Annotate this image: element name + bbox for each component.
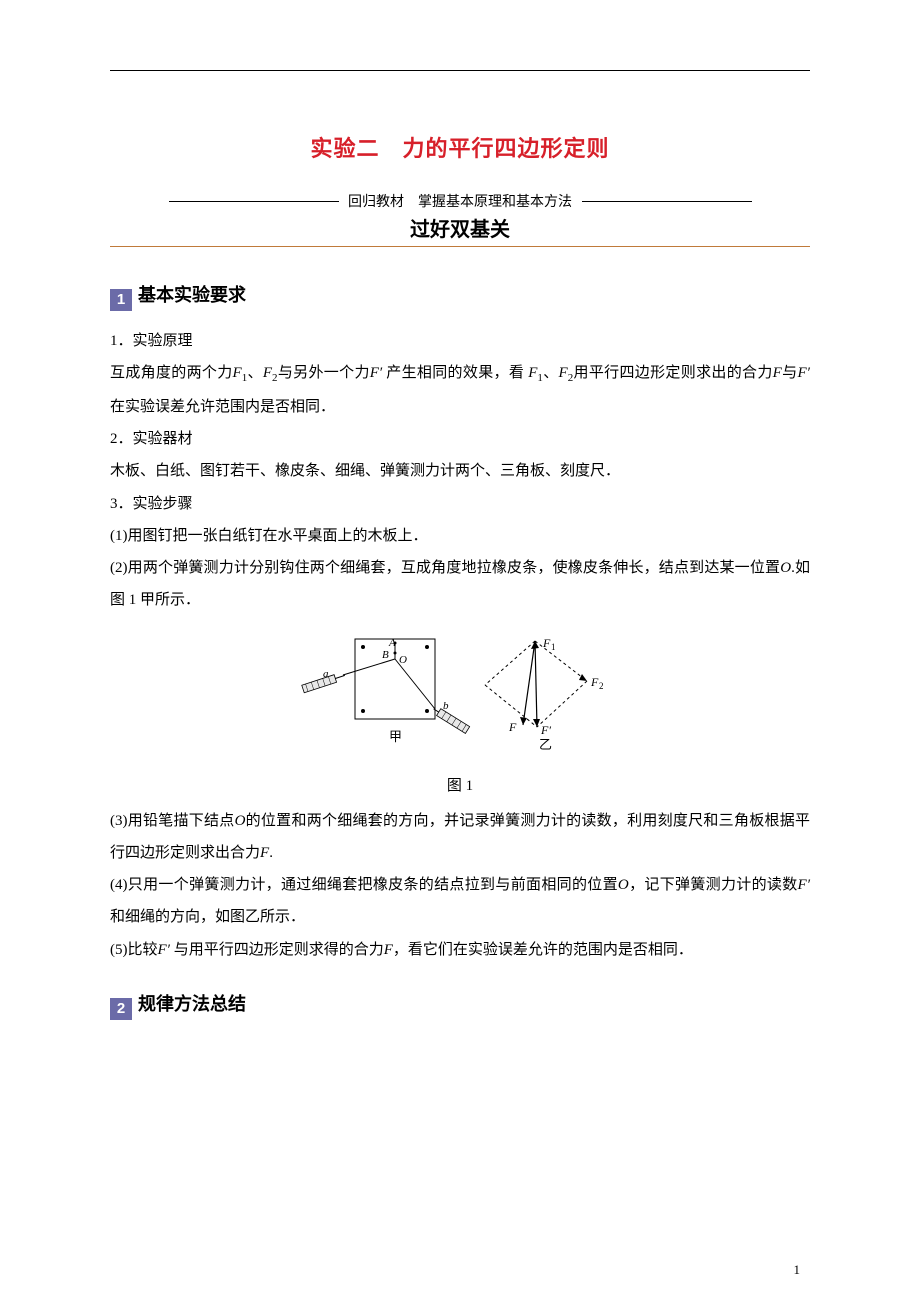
txt: 用平行四边形定则求出的合力 [573, 365, 772, 381]
figure-1: A B O a [110, 631, 810, 766]
sym-F: F [773, 365, 782, 381]
txt: 产生相同的效果，看 [382, 365, 528, 381]
sym-O-3: O [618, 877, 629, 893]
svg-text:1: 1 [551, 642, 556, 652]
sym-F-3: F [260, 845, 269, 861]
fig-left: A B O a [302, 637, 470, 744]
step-3: (3)用铅笔描下结点O的位置和两个细绳套的方向，并记录弹簧测力计的读数，利用刻度… [110, 805, 810, 870]
txt: 与用平行四边形定则求得的合力 [170, 942, 384, 958]
subtitle-underline [110, 246, 810, 247]
svg-text:B: B [382, 649, 389, 661]
sym-F1-sub: 1 [242, 372, 248, 384]
svg-text:乙: 乙 [539, 737, 552, 752]
svg-text:F: F [508, 720, 517, 734]
section-2-numbox: 2 [110, 998, 132, 1020]
step-2: (2)用两个弹簧测力计分别钩住两个细绳套，互成角度地拉橡皮条，使橡皮条伸长，结点… [110, 552, 810, 617]
txt: 和细绳的方向，如图乙所示． [110, 909, 305, 925]
section-1-title: 基本实验要求 [138, 285, 246, 305]
svg-text:b: b [443, 700, 449, 712]
txt: ，看它们在实验误差允许的范围内是否相同． [393, 942, 693, 958]
h-steps: 3．实验步骤 [110, 488, 810, 520]
top-rule [110, 70, 810, 71]
txt: 在实验误差允许范围内是否相同． [110, 399, 335, 415]
txt: (3)用铅笔描下结点 [110, 813, 235, 829]
sym-Fp-4: F′ [158, 942, 170, 958]
sym-F1b: F [528, 365, 537, 381]
txt: (5)比较 [110, 942, 158, 958]
h-apparatus: 2．实验器材 [110, 423, 810, 455]
rule-left [169, 201, 339, 202]
rule-right [582, 201, 752, 202]
txt: (2)用两个弹簧测力计分别钩住两个细绳套，互成角度地拉橡皮条，使橡皮条伸长，结点… [110, 560, 780, 576]
sym-F1: F [233, 365, 242, 381]
svg-text:a: a [323, 668, 329, 680]
sym-F-5: F [384, 942, 393, 958]
txt: 与 [782, 365, 798, 381]
svg-text:F′: F′ [540, 723, 551, 737]
sym-F1b-sub: 1 [537, 372, 543, 384]
p-principle: 互成角度的两个力F1、F2与另外一个力F′ 产生相同的效果，看 F1、F2用平行… [110, 357, 810, 423]
section-1-numbox: 1 [110, 289, 132, 311]
subtitle-block: 过好双基关 [110, 213, 810, 247]
body-text-2: (3)用铅笔描下结点O的位置和两个细绳套的方向，并记录弹簧测力计的读数，利用刻度… [110, 805, 810, 966]
body-text: 1．实验原理 互成角度的两个力F1、F2与另外一个力F′ 产生相同的效果，看 F… [110, 325, 810, 617]
section-1-heading: 1 基本实验要求 [110, 281, 810, 311]
txt: (4)只用一个弹簧测力计，通过细绳套把橡皮条的结点拉到与前面相同的位置 [110, 877, 618, 893]
step-4: (4)只用一个弹簧测力计，通过细绳套把橡皮条的结点拉到与前面相同的位置O，记下弹… [110, 869, 810, 934]
p-apparatus: 木板、白纸、图钉若干、橡皮条、细绳、弹簧测力计两个、三角板、刻度尺． [110, 455, 810, 487]
h-principle: 1．实验原理 [110, 325, 810, 357]
figure-1-caption: 图 1 [110, 774, 810, 795]
fig-right: F1 F2 F F′ 乙 [485, 636, 604, 752]
txt: 互成角度的两个力 [110, 365, 233, 381]
svg-text:O: O [399, 654, 407, 666]
sym-O: O [780, 560, 791, 576]
svg-text:甲: 甲 [389, 729, 402, 744]
page-number: 1 [794, 1262, 801, 1278]
sym-Fp-b: F′ [797, 365, 809, 381]
sym-Fp: F′ [370, 365, 382, 381]
figure-1-svg: A B O a [295, 631, 625, 761]
txt: ，记下弹簧测力计的读数 [629, 877, 798, 893]
section-2-title: 规律方法总结 [138, 994, 246, 1014]
sym-Fp-3: F′ [798, 877, 810, 893]
svg-text:F: F [542, 636, 551, 650]
step-1: (1)用图钉把一张白纸钉在水平桌面上的木板上． [110, 520, 810, 552]
subtitle-rule: 回归教材 掌握基本原理和基本方法 [110, 191, 810, 211]
sym-F2: F [263, 365, 272, 381]
rule-label: 回归教材 掌握基本原理和基本方法 [342, 191, 578, 211]
subtitle: 过好双基关 [400, 213, 520, 244]
svg-text:2: 2 [599, 681, 604, 691]
page: 实验二 力的平行四边形定则 回归教材 掌握基本原理和基本方法 过好双基关 1 基本… [0, 0, 920, 1302]
sym-F2b: F [559, 365, 568, 381]
txt: 与另外一个力 [278, 365, 370, 381]
step-5: (5)比较F′ 与用平行四边形定则求得的合力F，看它们在实验误差允许的范围内是否… [110, 934, 810, 966]
main-title: 实验二 力的平行四边形定则 [110, 131, 810, 163]
sym-O-2: O [235, 813, 246, 829]
section-2-heading: 2 规律方法总结 [110, 990, 810, 1020]
svg-text:F: F [590, 675, 599, 689]
